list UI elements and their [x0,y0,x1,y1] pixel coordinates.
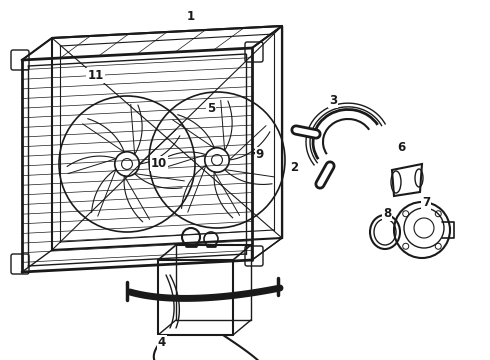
Text: 5: 5 [207,102,215,114]
Text: 6: 6 [398,141,406,154]
Text: 10: 10 [151,157,168,170]
Text: 9: 9 [256,148,264,161]
Text: 11: 11 [87,69,104,82]
Text: 4: 4 [158,336,166,349]
Text: 2: 2 [290,161,298,174]
Text: 8: 8 [383,207,391,220]
Text: 3: 3 [329,94,337,107]
Text: 1: 1 [187,10,195,23]
Text: 7: 7 [422,196,430,209]
